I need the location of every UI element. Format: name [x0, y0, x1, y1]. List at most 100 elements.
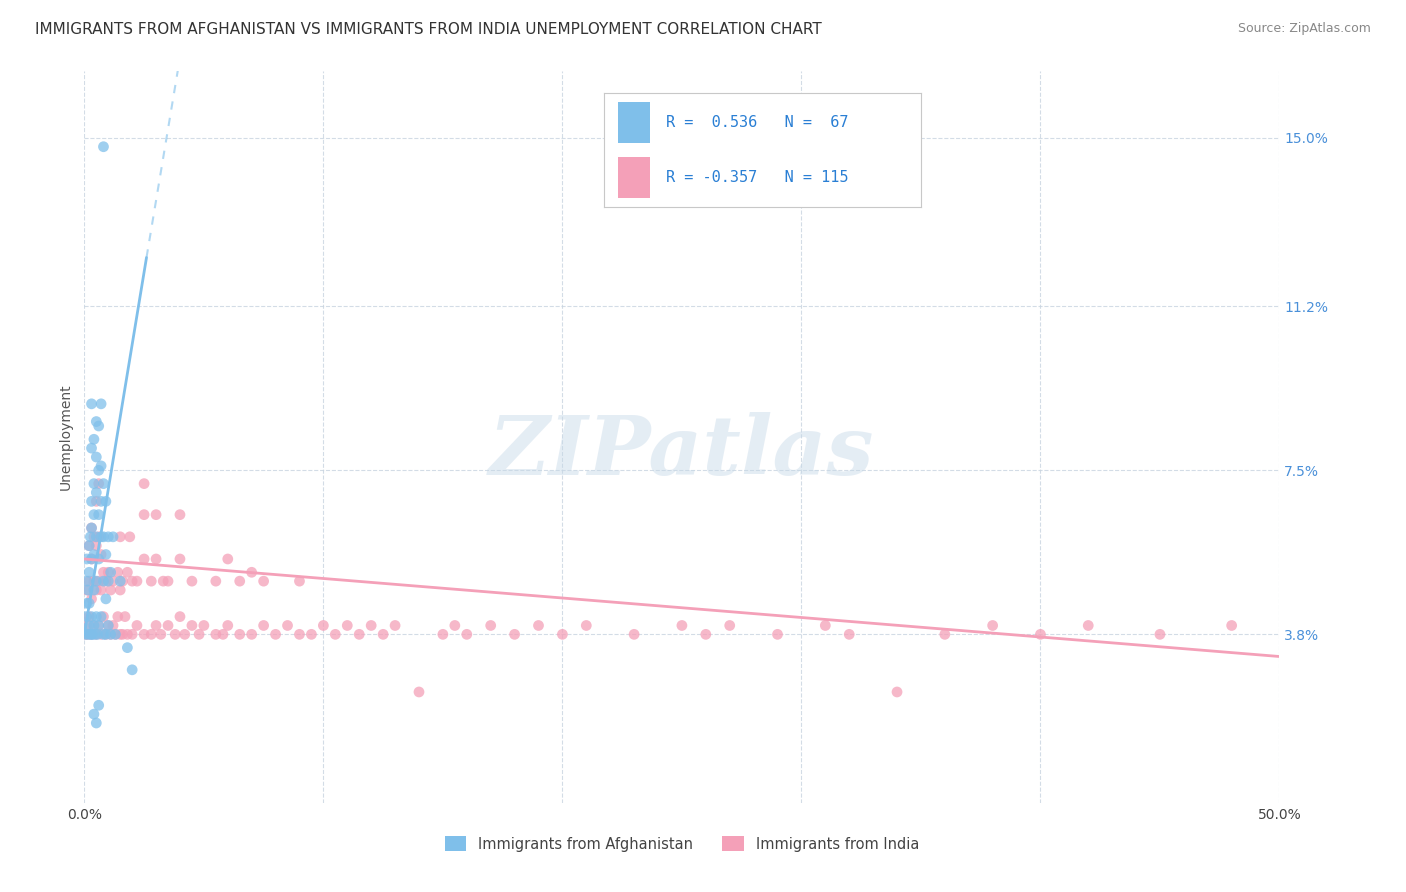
Point [384, 618, 406, 632]
Point [169, 508, 191, 522]
Point [97, 574, 120, 589]
Legend: Immigrants from Afghanistan, Immigrants from India: Immigrants from Afghanistan, Immigrants … [439, 830, 925, 858]
Point [80, 552, 103, 566]
Point [360, 618, 382, 632]
Point [1149, 627, 1171, 641]
Point [117, 627, 139, 641]
Point [336, 618, 359, 632]
Point [87, 618, 110, 632]
Point [75, 627, 97, 641]
Point [551, 627, 574, 641]
Point [100, 582, 122, 597]
Point [814, 618, 837, 632]
Point [90, 627, 112, 641]
Point [83, 582, 105, 597]
Point [97, 618, 120, 632]
Point [575, 618, 598, 632]
Point [253, 618, 276, 632]
Point [240, 627, 263, 641]
Text: Source: ZipAtlas.com: Source: ZipAtlas.com [1237, 22, 1371, 36]
Point [107, 609, 129, 624]
Point [117, 640, 139, 655]
Point [86, 574, 108, 589]
Point [80, 627, 103, 641]
Point [84, 627, 107, 641]
Point [145, 618, 167, 632]
Point [83, 548, 105, 562]
Point [373, 627, 395, 641]
Point [125, 574, 148, 589]
Point [121, 574, 143, 589]
Point [117, 566, 139, 580]
Point [97, 618, 120, 632]
Point [212, 627, 235, 641]
Point [94, 494, 117, 508]
Point [1220, 618, 1243, 632]
Point [90, 548, 112, 562]
Point [77, 618, 100, 632]
Point [217, 552, 239, 566]
Point [86, 485, 108, 500]
Point [76, 596, 98, 610]
Point [181, 574, 204, 589]
Point [111, 627, 134, 641]
Point [205, 627, 228, 641]
Point [325, 627, 347, 641]
Point [77, 627, 100, 641]
Point [83, 476, 105, 491]
Point [188, 627, 211, 641]
Point [94, 627, 117, 641]
Point [77, 539, 100, 553]
Point [93, 476, 115, 491]
Point [93, 627, 115, 641]
Point [93, 139, 115, 153]
Point [132, 476, 156, 491]
Point [94, 574, 117, 589]
Point [90, 582, 112, 597]
Point [503, 627, 526, 641]
Y-axis label: Unemployment: Unemployment [59, 384, 73, 491]
Point [132, 627, 156, 641]
Point [87, 419, 110, 434]
Point [77, 609, 100, 624]
Point [83, 618, 105, 632]
Point [94, 627, 117, 641]
Point [181, 618, 204, 632]
Point [838, 627, 860, 641]
Point [240, 566, 263, 580]
Point [90, 397, 112, 411]
Point [87, 574, 110, 589]
Point [149, 627, 172, 641]
Point [87, 530, 110, 544]
Point [145, 552, 167, 566]
Point [97, 530, 120, 544]
Point [90, 530, 112, 544]
Point [94, 591, 117, 606]
Point [93, 574, 115, 589]
Point [80, 627, 103, 641]
Point [86, 582, 108, 597]
Point [83, 508, 105, 522]
Point [82, 627, 104, 641]
Point [349, 627, 371, 641]
Point [118, 530, 141, 544]
Text: ZIPatlas: ZIPatlas [489, 412, 875, 491]
Point [76, 582, 98, 597]
Point [456, 627, 478, 641]
Point [169, 552, 191, 566]
Point [86, 415, 108, 429]
Point [288, 627, 311, 641]
Point [253, 574, 276, 589]
Point [277, 618, 299, 632]
Point [86, 539, 108, 553]
Point [101, 618, 124, 632]
Point [408, 685, 430, 699]
Point [86, 609, 108, 624]
Point [141, 627, 163, 641]
Point [100, 627, 122, 641]
Point [90, 494, 112, 508]
Point [100, 627, 122, 641]
Point [217, 618, 239, 632]
Point [104, 627, 127, 641]
Point [114, 609, 136, 624]
